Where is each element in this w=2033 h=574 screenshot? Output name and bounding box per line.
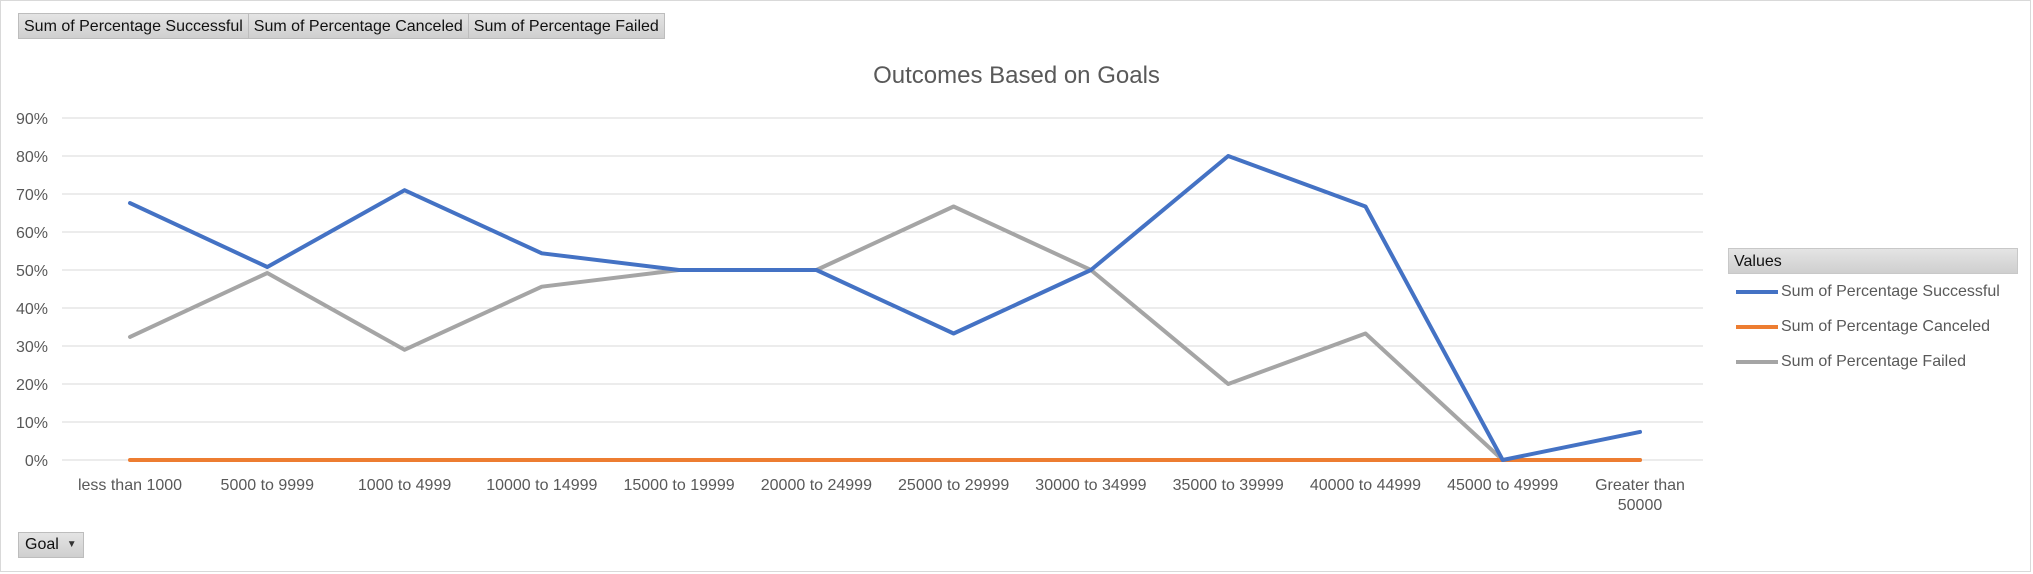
goal-button-label: Goal — [25, 536, 59, 553]
y-tick-label: 0% — [25, 453, 48, 470]
legend-swatch — [1736, 324, 1778, 329]
legend-swatch — [1736, 359, 1778, 364]
x-tick-label: 40000 to 44999 — [1310, 477, 1421, 494]
y-tick-label: 70% — [16, 187, 48, 204]
series-line-successful — [128, 154, 1642, 462]
x-tick-label: 15000 to 19999 — [623, 477, 734, 494]
x-tick-label: less than 1000 — [78, 477, 182, 494]
x-tick-label: 35000 to 39999 — [1173, 477, 1284, 494]
legend-item-failed: Sum of Percentage Failed — [1728, 344, 2018, 379]
field-button-failed[interactable]: Sum of Percentage Failed — [468, 13, 665, 39]
y-tick-label: 30% — [16, 339, 48, 356]
y-tick-label: 60% — [16, 225, 48, 242]
field-button-canceled[interactable]: Sum of Percentage Canceled — [248, 13, 469, 39]
value-field-buttons: Sum of Percentage Successful Sum of Perc… — [18, 13, 665, 39]
y-tick-label: 10% — [16, 415, 48, 432]
legend-label: Sum of Percentage Failed — [1781, 352, 1966, 370]
field-button-successful[interactable]: Sum of Percentage Successful — [18, 13, 249, 39]
x-tick-label: 45000 to 49999 — [1447, 477, 1558, 494]
goal-axis-button[interactable]: Goal ▼ — [18, 532, 84, 558]
x-tick-label: 10000 to 14999 — [486, 477, 597, 494]
dropdown-arrow-icon: ▼ — [66, 539, 77, 550]
legend-item-successful: Sum of Percentage Successful — [1728, 274, 2018, 309]
x-tick-label: 5000 to 9999 — [221, 477, 315, 494]
y-tick-label: 20% — [16, 377, 48, 394]
x-tick-label: 1000 to 4999 — [358, 477, 452, 494]
legend: Values Sum of Percentage Successful Sum … — [1728, 248, 2018, 379]
legend-label: Sum of Percentage Canceled — [1781, 317, 1991, 335]
series-line-failed — [128, 204, 1642, 462]
y-tick-label: 50% — [16, 263, 48, 280]
x-tick-label: 20000 to 24999 — [761, 477, 872, 494]
legend-header[interactable]: Values — [1728, 248, 2018, 274]
x-tick-label: 30000 to 34999 — [1035, 477, 1146, 494]
legend-label: Sum of Percentage Successful — [1781, 282, 2000, 300]
x-tick-label: Greater than 50000 — [1595, 477, 1685, 514]
legend-item-canceled: Sum of Percentage Canceled — [1728, 309, 2018, 344]
legend-swatch — [1736, 289, 1778, 294]
x-tick-label: 25000 to 29999 — [898, 477, 1009, 494]
chart-title: Outcomes Based on Goals — [873, 62, 1160, 89]
y-tick-label: 90% — [16, 111, 48, 128]
y-tick-label: 40% — [16, 301, 48, 318]
y-tick-label: 80% — [16, 149, 48, 166]
